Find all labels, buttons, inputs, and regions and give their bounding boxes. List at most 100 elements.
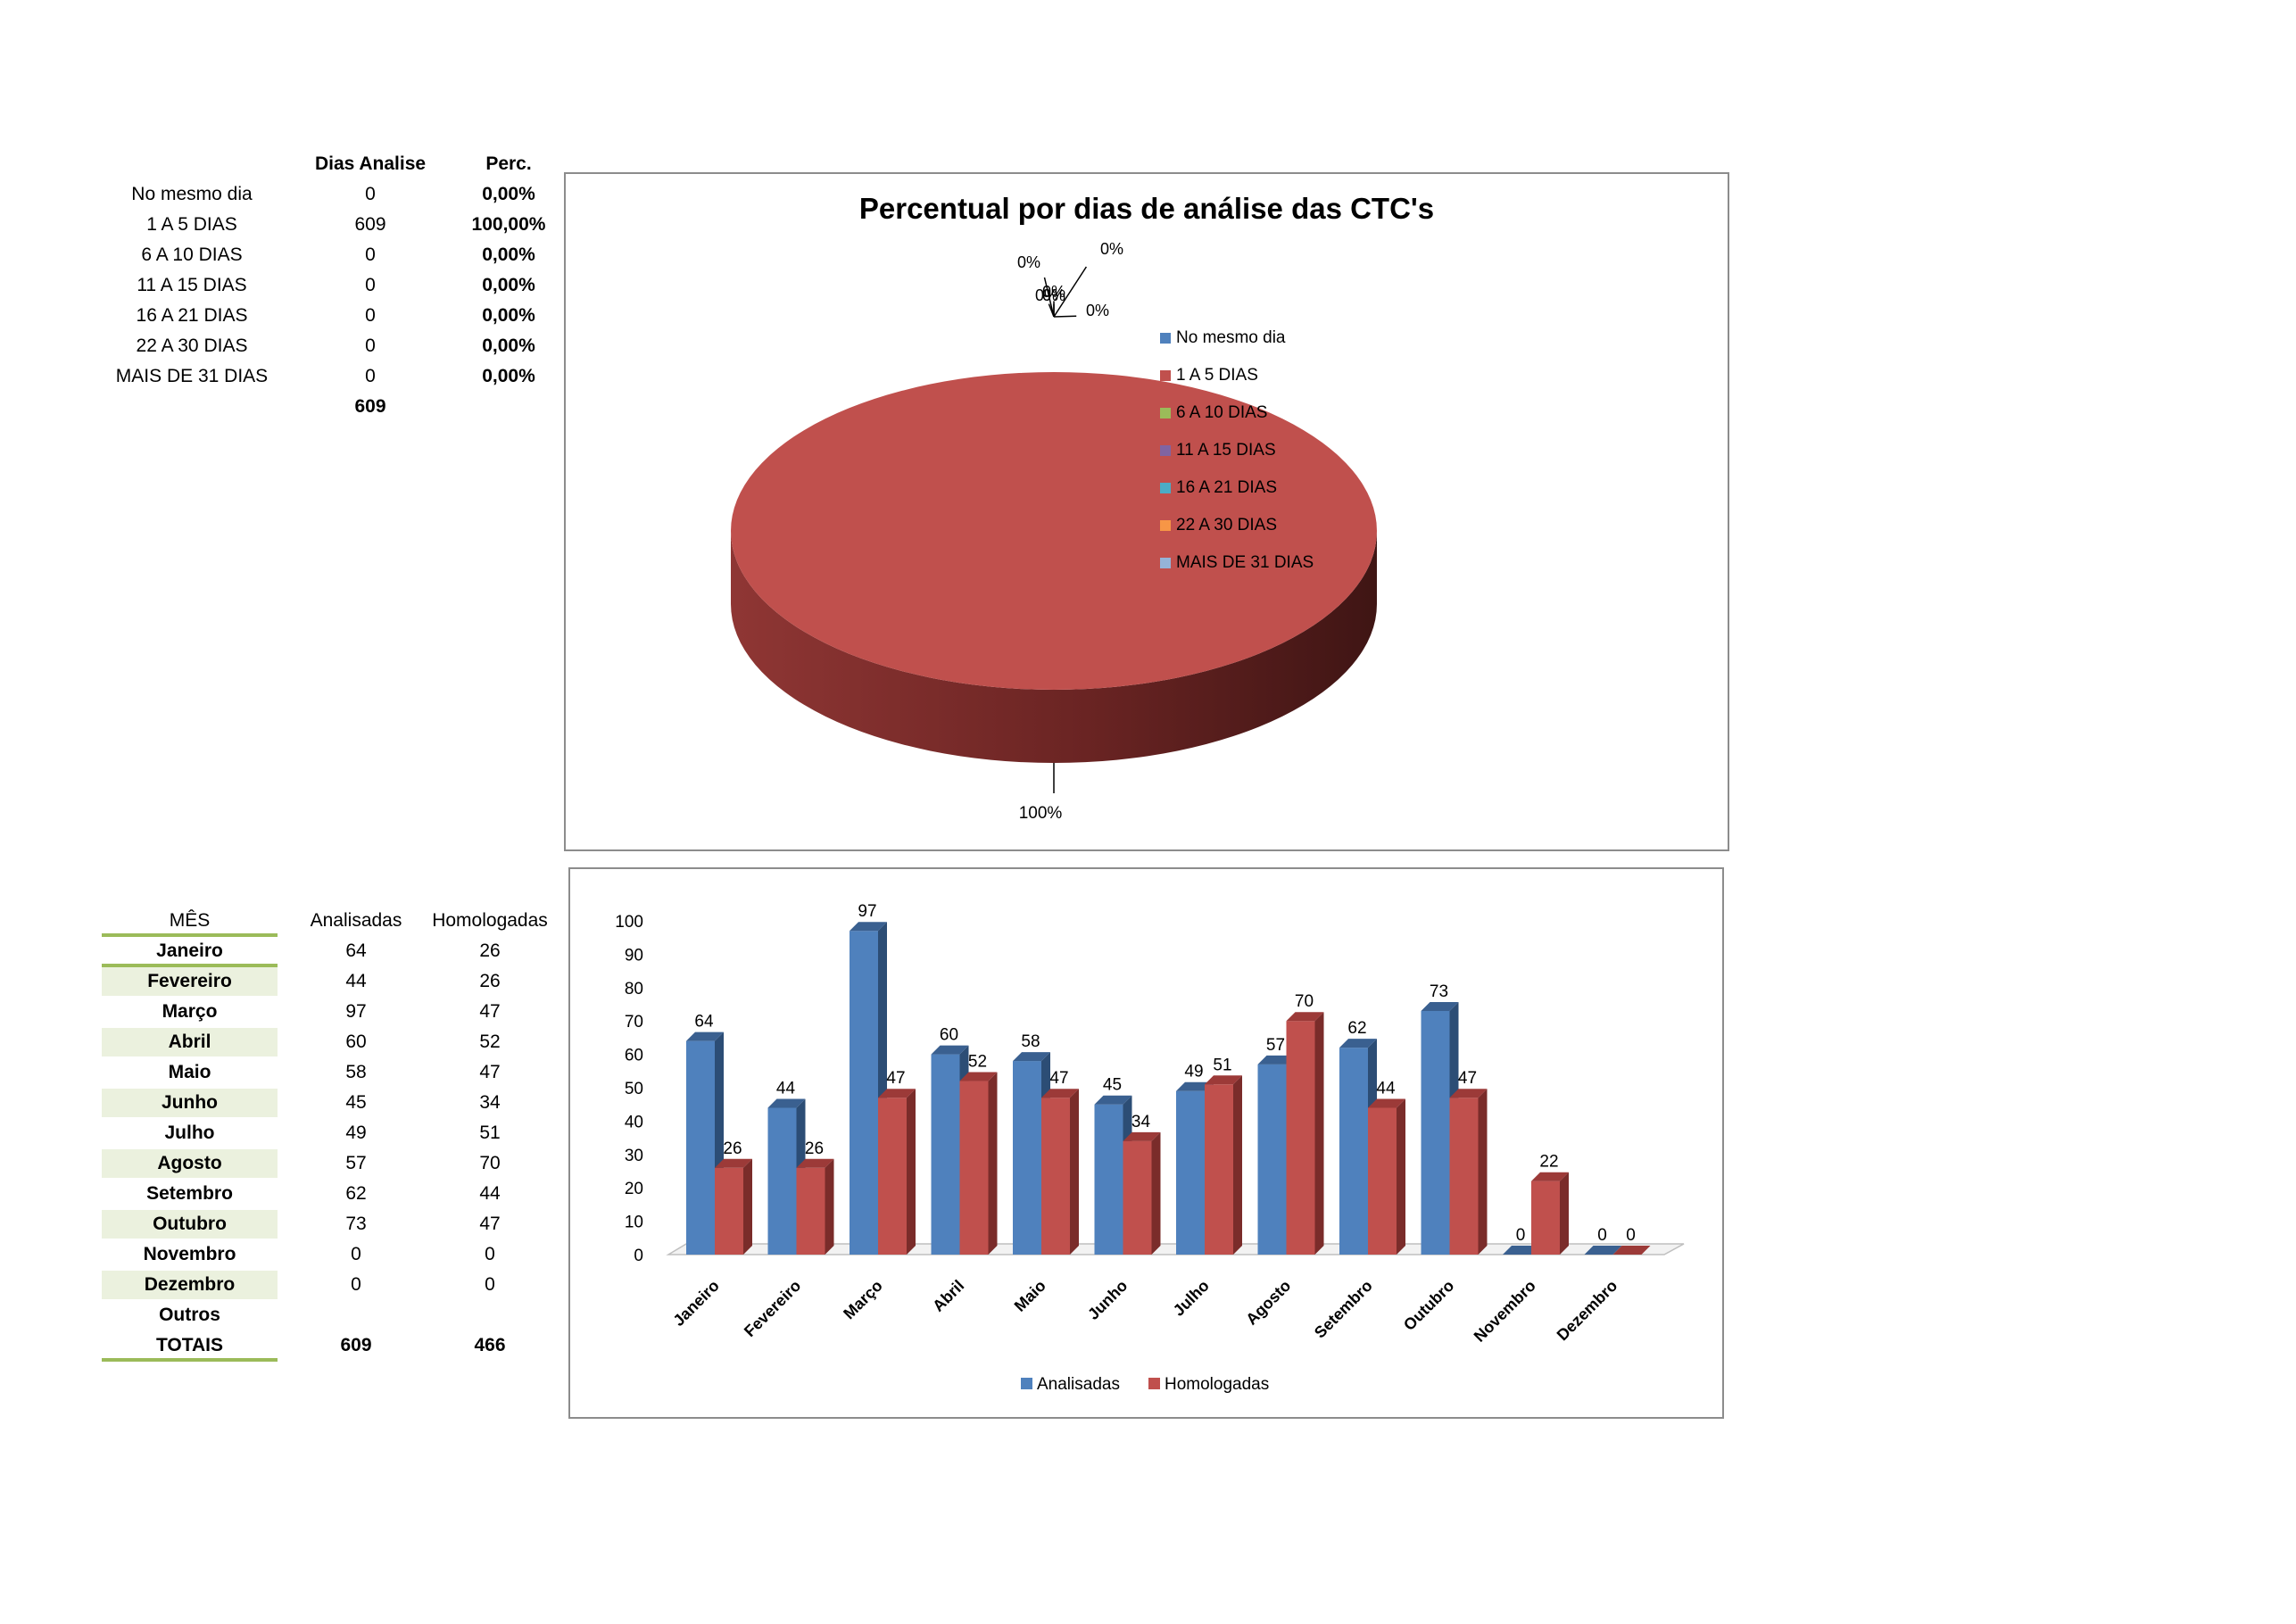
month-row-homologadas: 44 bbox=[479, 1183, 501, 1204]
month-row-analisadas: 58 bbox=[345, 1062, 367, 1082]
bar-data-label: 0 bbox=[1516, 1226, 1526, 1245]
bar-analisadas-front bbox=[1339, 1048, 1368, 1255]
bar-analisadas-front bbox=[1421, 1010, 1450, 1255]
bar-chart: 0 10 20 30 40 50 60 70 80 90 100 64 26 Janeiro 44 26 Fev… bbox=[615, 902, 1685, 1394]
month-row: Outubro 73 47 bbox=[102, 1210, 566, 1240]
bar-homologadas bbox=[796, 1158, 834, 1255]
summary-row-label: 22 A 30 DIAS bbox=[136, 336, 248, 356]
x-tick-label: Janeiro bbox=[669, 1277, 722, 1330]
y-tick-label: 20 bbox=[625, 1180, 643, 1198]
bar-analisadas bbox=[1584, 1246, 1622, 1255]
month-row: Agosto 57 70 bbox=[102, 1149, 566, 1180]
pie-legend-swatch bbox=[1160, 370, 1171, 381]
x-tick-label: Dezembro bbox=[1554, 1277, 1621, 1345]
month-row-name: Janeiro bbox=[102, 937, 278, 967]
x-tick-label: Março bbox=[840, 1277, 886, 1323]
bar-homologadas bbox=[878, 1089, 916, 1255]
month-row-name: Setembro bbox=[146, 1183, 233, 1204]
month-row-name: Outubro bbox=[102, 1210, 278, 1239]
month-row-analisadas: 45 bbox=[345, 1092, 367, 1113]
bar-analisadas-front bbox=[767, 1107, 797, 1255]
x-tick-label: Outubro bbox=[1400, 1277, 1457, 1334]
bar-chart-frame: 0 10 20 30 40 50 60 70 80 90 100 64 26 Janeiro 44 26 Fev… bbox=[568, 867, 1724, 1419]
summary-row-label: No mesmo dia bbox=[131, 184, 253, 204]
bar-analisadas-top bbox=[1584, 1246, 1622, 1255]
pie-data-label: 0% bbox=[1100, 240, 1123, 258]
month-row: Julho 49 51 bbox=[102, 1119, 566, 1149]
bar-homologadas bbox=[715, 1158, 752, 1255]
pie-legend-swatch bbox=[1160, 558, 1171, 568]
bar-data-label: 47 bbox=[886, 1069, 905, 1088]
bar-homologadas-front bbox=[715, 1167, 743, 1255]
bar-homologadas-front bbox=[878, 1098, 907, 1255]
month-row-name: Dezembro bbox=[102, 1271, 278, 1299]
bar-analisadas-top bbox=[931, 1045, 969, 1055]
x-tick-label: Maio bbox=[1011, 1277, 1049, 1315]
month-row-homologadas: 47 bbox=[479, 1214, 501, 1234]
month-row-name: Outros bbox=[159, 1305, 220, 1325]
month-row: Março 97 47 bbox=[102, 998, 566, 1028]
bar-analisadas-front bbox=[1094, 1104, 1123, 1255]
bar-homologadas-front bbox=[1368, 1107, 1397, 1255]
summary-row-dias: 0 bbox=[365, 305, 376, 326]
bar-homologadas-front bbox=[1123, 1140, 1152, 1255]
summary-header-perc: Perc. bbox=[485, 153, 532, 174]
summary-row: No mesmo dia 0 0,00% bbox=[89, 184, 553, 214]
pie-data-label: 100% bbox=[1019, 804, 1063, 823]
month-row-homologadas: 47 bbox=[479, 1062, 501, 1082]
month-row-homologadas: 0 bbox=[485, 1244, 495, 1264]
x-tick-label: Junho bbox=[1084, 1277, 1131, 1323]
bar-homologadas bbox=[1531, 1172, 1569, 1255]
bar-homologadas-front bbox=[1449, 1098, 1479, 1255]
bar-data-label: 62 bbox=[1347, 1019, 1366, 1038]
month-row-analisadas: 97 bbox=[345, 1001, 367, 1022]
summary-row: MAIS DE 31 DIAS 0 0,00% bbox=[89, 366, 553, 396]
pie-legend-swatch bbox=[1160, 520, 1171, 531]
bar-homologadas-side bbox=[1397, 1098, 1405, 1255]
y-tick-label: 60 bbox=[625, 1047, 643, 1065]
month-totals-row: TOTAIS 609 466 bbox=[102, 1331, 566, 1362]
bar-analisadas-front bbox=[850, 931, 878, 1255]
month-row-analisadas: 44 bbox=[345, 971, 367, 991]
bar-homologadas-front bbox=[959, 1081, 989, 1255]
pie-legend-swatch bbox=[1160, 445, 1171, 456]
month-row-name: Novembro bbox=[143, 1244, 236, 1264]
bar-homologadas-side bbox=[907, 1089, 916, 1255]
summary-row-dias: 609 bbox=[354, 214, 386, 235]
bar-data-label: 51 bbox=[1213, 1056, 1231, 1074]
bar-analisadas-top bbox=[1013, 1052, 1050, 1062]
bar-analisadas-top bbox=[767, 1098, 806, 1108]
bar-analisadas-top bbox=[1503, 1246, 1540, 1255]
month-header-row: MÊS Analisadas Homologadas bbox=[102, 907, 566, 937]
bar-homologadas bbox=[959, 1072, 998, 1255]
summary-total-row: 609 bbox=[89, 396, 553, 427]
x-tick-label: Setembro bbox=[1311, 1277, 1376, 1342]
summary-row-perc: 0,00% bbox=[482, 184, 535, 204]
pie-leader-line bbox=[1043, 277, 1055, 318]
bar-analisadas-top bbox=[850, 922, 887, 932]
pie-legend-label: 22 A 30 DIAS bbox=[1176, 516, 1277, 534]
y-tick-label: 70 bbox=[625, 1013, 643, 1032]
bar-homologadas-front bbox=[796, 1167, 825, 1255]
month-row: Fevereiro 44 26 bbox=[102, 967, 566, 998]
month-row-analisadas: 62 bbox=[345, 1183, 367, 1204]
bar-homologadas-side bbox=[743, 1158, 752, 1255]
bar-homologadas bbox=[1449, 1089, 1488, 1255]
pie-legend-label: 16 A 21 DIAS bbox=[1176, 478, 1277, 497]
month-row-name: Junho bbox=[102, 1089, 278, 1117]
bar-homologadas bbox=[1612, 1246, 1651, 1255]
bar-homologadas bbox=[1368, 1098, 1405, 1255]
bar-homologadas-side bbox=[1070, 1089, 1079, 1255]
bar-homologadas-top bbox=[1041, 1089, 1079, 1098]
bar-analisadas-top bbox=[1421, 1001, 1459, 1011]
bar-data-label: 97 bbox=[858, 902, 876, 921]
month-row: Janeiro 64 26 bbox=[102, 937, 566, 967]
pie-legend-label: 11 A 15 DIAS bbox=[1176, 441, 1276, 460]
bar-homologadas-side bbox=[1151, 1131, 1161, 1255]
month-row-homologadas: 70 bbox=[479, 1153, 501, 1173]
pie-legend-swatch bbox=[1160, 483, 1171, 493]
summary-header-row: Dias Analise Perc. bbox=[89, 153, 553, 184]
pie-data-label: 0% bbox=[1042, 283, 1065, 301]
pie-legend-label: 1 A 5 DIAS bbox=[1176, 366, 1258, 385]
bar-analisadas-top bbox=[1257, 1055, 1296, 1065]
